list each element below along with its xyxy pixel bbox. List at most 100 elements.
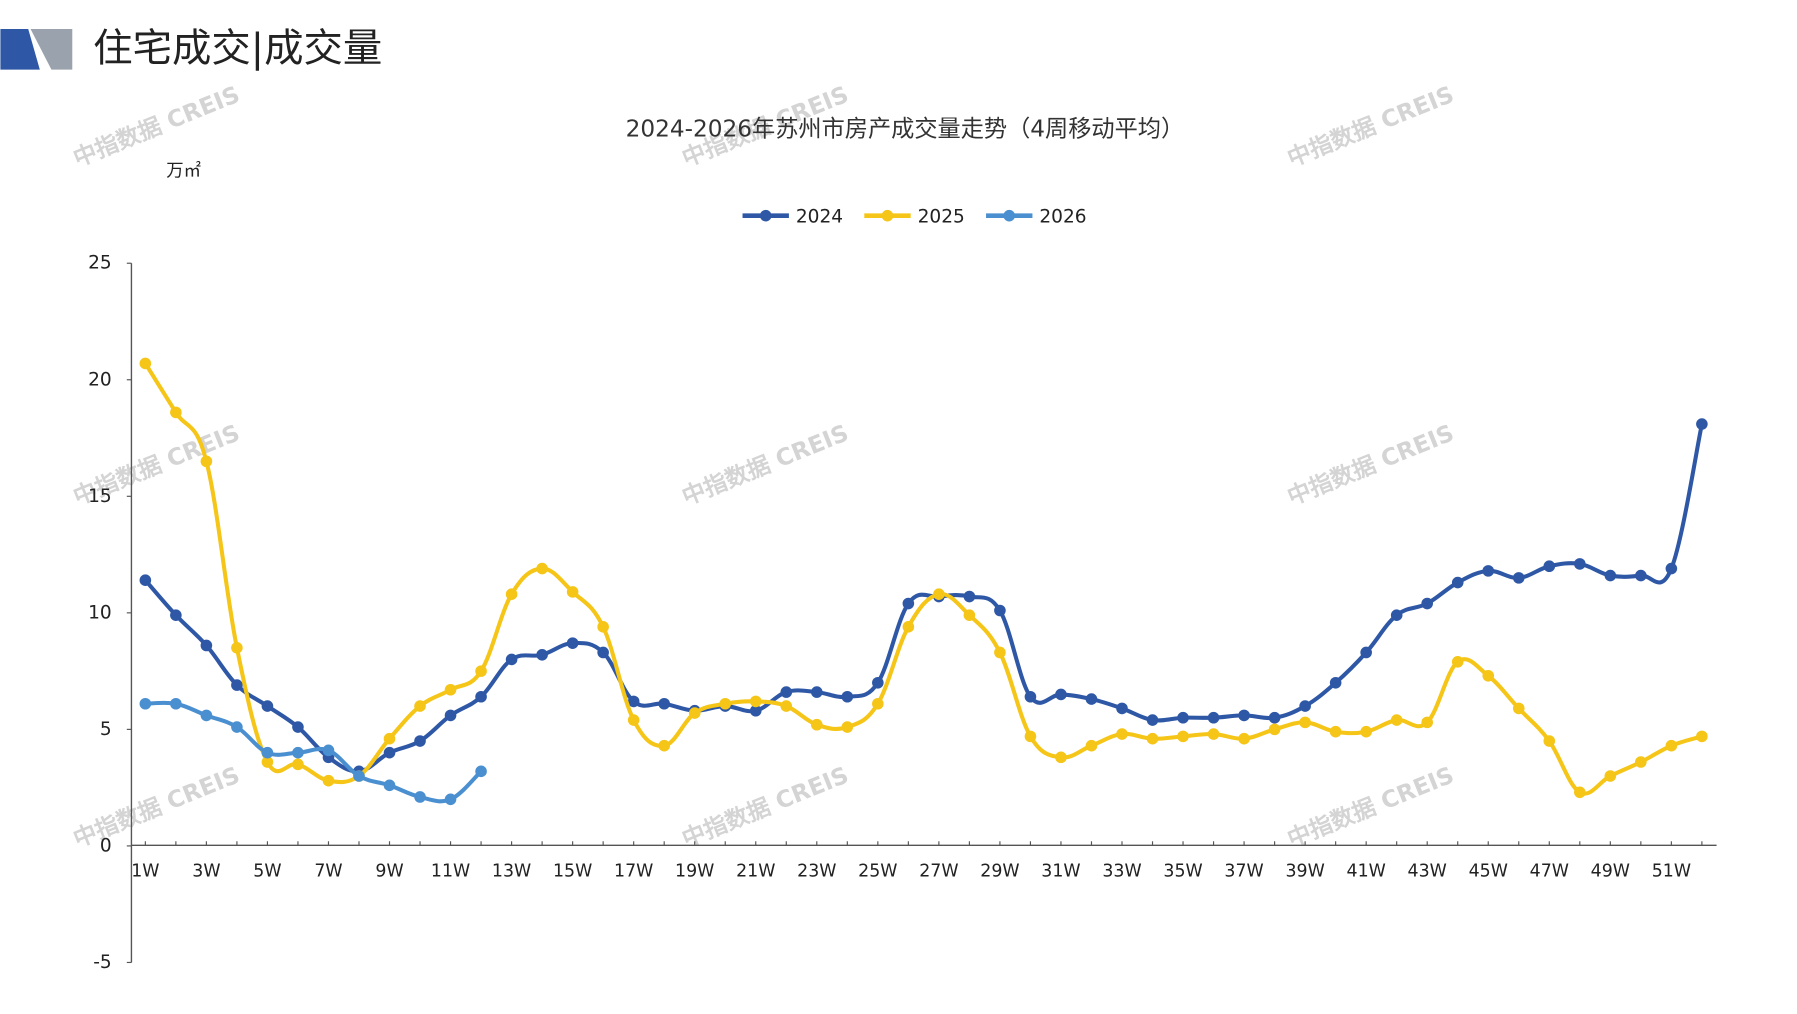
y-tick-label: 15 [88,486,112,507]
data-point [1696,730,1708,743]
data-point [902,597,915,610]
data-point [414,700,426,712]
x-tick-label: 1W [131,861,159,881]
data-point [1085,739,1098,752]
data-point [963,590,976,603]
data-point [658,697,670,710]
data-point [1329,676,1342,689]
data-point [414,791,426,803]
x-tick-label: 49W [1591,861,1630,881]
x-tick-label: 9W [375,861,403,881]
x-tick-label: 33W [1102,861,1141,881]
x-tick-label: 13W [492,861,531,881]
data-point [200,455,213,468]
data-point [1329,725,1342,738]
y-tick-label: 10 [88,602,112,623]
data-point [1451,576,1464,589]
data-point [261,756,274,768]
data-point [444,709,457,722]
data-point [1207,728,1220,740]
x-tick-label: 45W [1469,861,1508,881]
data-point [994,604,1006,617]
data-point [1177,711,1189,724]
legend-marker [759,209,772,222]
data-point [231,679,243,691]
data-point [810,718,823,731]
x-tick-label: 47W [1530,861,1569,881]
y-unit: 万㎡ [166,162,201,182]
data-point [1421,597,1433,610]
data-point [1116,702,1128,715]
data-point [597,621,609,633]
data-point [444,683,457,696]
data-point [1604,770,1617,782]
x-tick-label: 25W [858,861,897,881]
x-tick-label: 23W [797,861,836,881]
x-tick-label: 37W [1224,861,1263,881]
data-point [872,676,884,689]
data-point [933,588,945,600]
data-point [139,574,152,587]
data-point [322,774,335,787]
y-tick-label: 20 [88,369,112,390]
x-tick-label: 5W [253,861,281,881]
data-point [139,697,152,710]
watermark: 中指数据 CREIS [70,81,244,172]
data-point [566,637,579,649]
x-tick-label: 31W [1041,861,1080,881]
x-tick-label: 35W [1163,861,1202,881]
data-point [1512,572,1525,584]
data-point [1512,702,1525,715]
data-point [322,744,335,757]
data-point [170,697,182,710]
data-point [1451,655,1464,668]
data-point [1360,646,1372,659]
data-point [841,721,854,733]
watermark: 中指数据 CREIS [1284,420,1458,511]
data-point [872,697,884,710]
data-point [1299,716,1311,729]
data-point [414,735,426,747]
data-point [231,642,243,654]
data-point [292,758,304,771]
data-point [719,697,732,710]
watermark: 中指数据 CREIS [1284,762,1458,853]
data-point [139,357,152,370]
data-point [1238,732,1250,745]
watermark: 中指数据 CREIS [1284,81,1458,172]
data-point [1665,739,1678,752]
data-point [292,746,304,759]
data-point [1543,560,1556,573]
data-point [475,690,487,703]
data-point [231,721,243,733]
legend-label: 2026 [1039,206,1086,227]
data-point [1055,688,1067,701]
legend-label: 2024 [796,206,843,227]
data-point [780,700,793,712]
data-point [1390,714,1403,726]
data-point [1299,700,1311,712]
data-point [1085,693,1098,705]
data-point [780,686,793,698]
data-point [1268,723,1281,736]
data-point [261,746,274,759]
y-tick-label: 5 [100,719,112,740]
header-icon [30,28,73,70]
x-tick-label: 3W [192,861,220,881]
data-point [902,621,915,633]
data-point [536,562,548,575]
data-point [1696,418,1708,430]
data-point [170,406,182,419]
data-point [1635,569,1647,582]
legend-label: 2025 [918,206,965,227]
data-point [627,714,640,726]
data-point [749,704,762,717]
legend-marker [1003,209,1016,222]
data-point [1604,569,1617,582]
data-point [536,648,548,661]
data-point [261,700,274,712]
data-point [841,690,854,703]
y-tick-label: 0 [100,835,112,856]
x-tick-label: 41W [1347,861,1386,881]
